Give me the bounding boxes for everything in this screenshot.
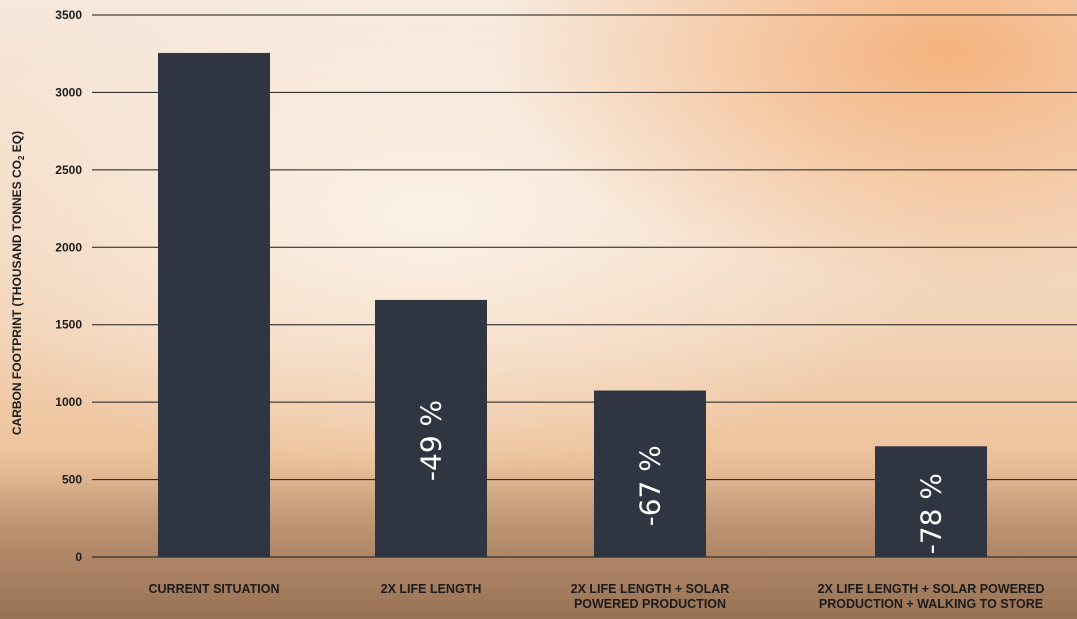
x-category-label: CURRENT SITUATION [148,582,279,596]
y-tick-label: 0 [75,550,82,564]
y-tick-label: 1000 [55,395,82,409]
y-tick-label: 2500 [55,163,82,177]
x-category-label: 2X LIFE LENGTH + SOLAR [571,582,730,596]
x-axis-categories: CURRENT SITUATION 2X LIFE LENGTH 2X LIFE L… [148,582,1044,611]
y-tick-label: 1500 [55,318,82,332]
y-tick-label: 3000 [55,85,82,99]
x-category-label: POWERED PRODUCTION [574,597,726,611]
y-axis-title-main: CARBON FOOTPRINT (THOUSAND TONNES CO [10,160,24,435]
bars: -49 % -67 % -78 % [158,52,987,557]
y-axis-ticks: 0 500 1000 1500 2000 2500 3000 3500 [55,8,82,564]
y-tick-label: 3500 [55,8,82,22]
bar-data-label: -49 % [415,400,448,481]
bar-3 [875,446,987,557]
y-tick-label: 2000 [55,240,82,254]
y-axis-title-subscript: 2 [17,155,26,160]
bar-data-label: -67 % [634,445,667,526]
bar-0 [158,52,270,557]
bar-data-label: -78 % [915,473,948,554]
x-category-label: PRODUCTION + WALKING TO STORE [819,597,1043,611]
y-tick-label: 500 [62,473,82,487]
bar-1 [375,299,487,557]
y-axis-title-suffix: EQ) [10,131,24,156]
x-category-label: 2X LIFE LENGTH + SOLAR POWERED [818,582,1045,596]
y-axis-title: CARBON FOOTPRINT (THOUSAND TONNES CO2 EQ… [10,131,26,435]
x-category-label: 2X LIFE LENGTH [381,582,482,596]
bar-2 [594,390,706,557]
